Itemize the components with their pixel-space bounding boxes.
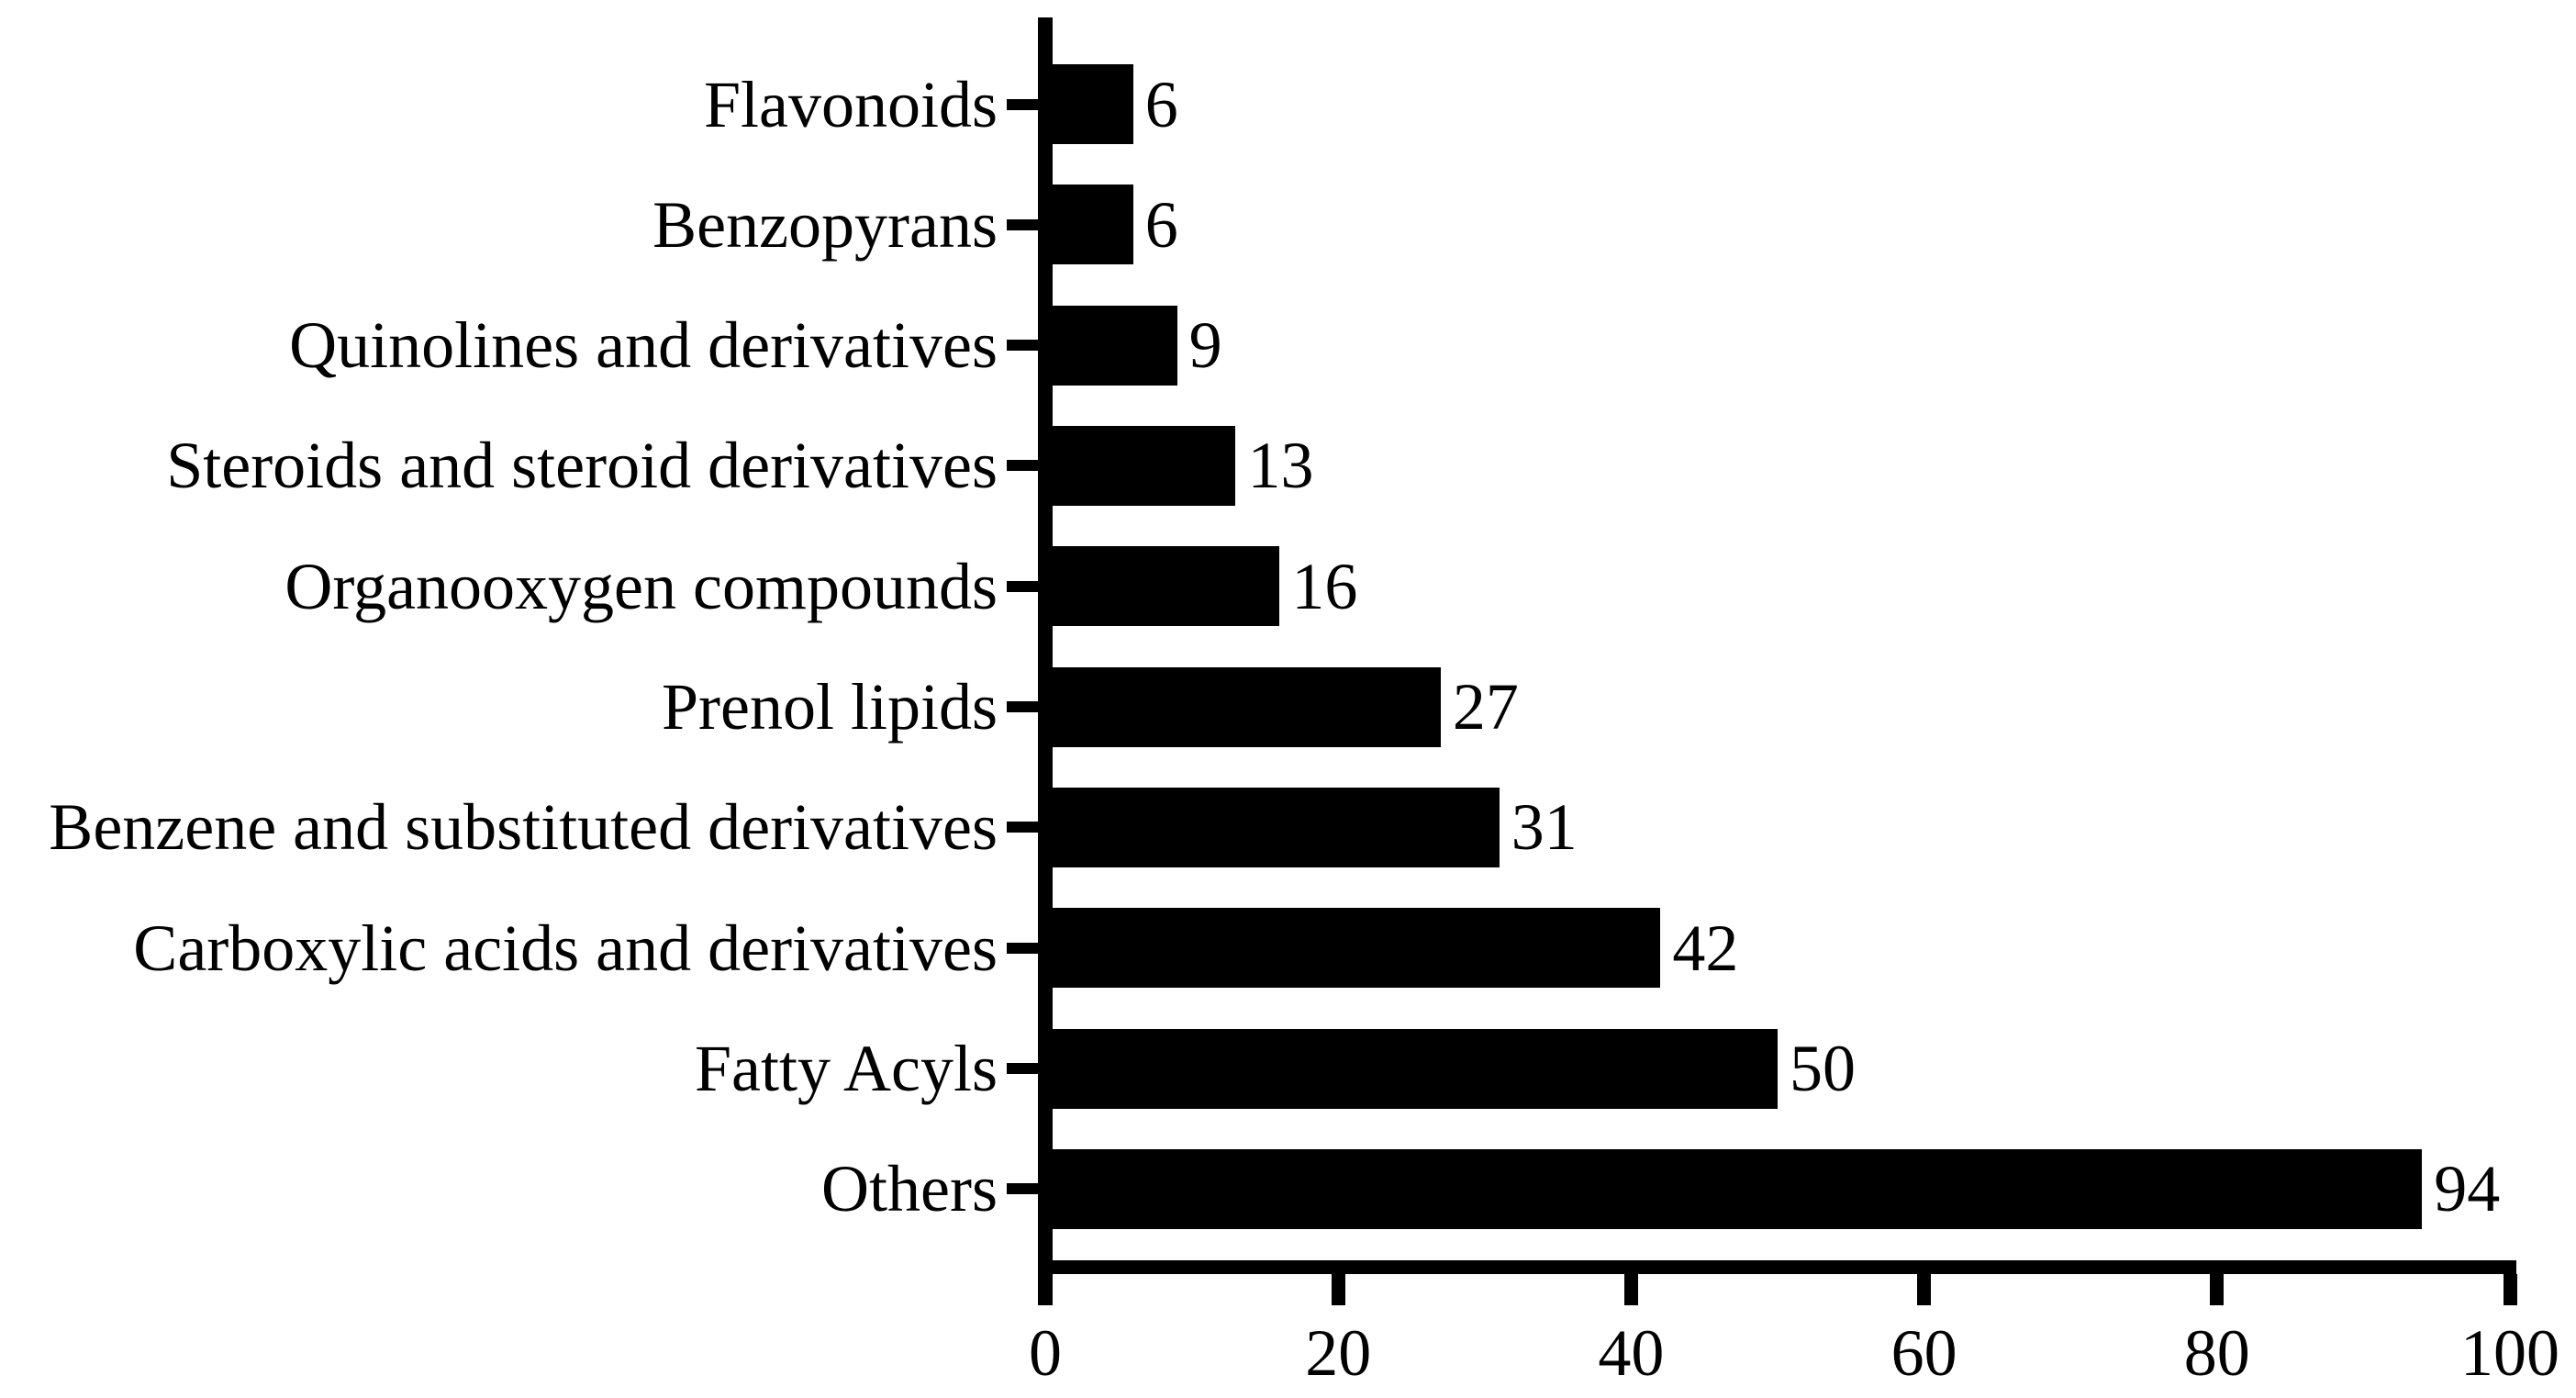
y-axis-tick	[1007, 460, 1038, 472]
category-label-prenol-lipids: Prenol lipids	[661, 670, 998, 744]
x-axis-tick-0	[1038, 1274, 1053, 1305]
bar-organooxygen-compounds	[1045, 546, 1280, 627]
value-label-fatty-acyls: 50	[1790, 1032, 1856, 1106]
category-label-quinolines-and-derivatives: Quinolines and derivatives	[289, 308, 998, 383]
x-axis-tick-label-100: 100	[2460, 1316, 2559, 1390]
y-axis-line	[1038, 17, 1053, 1305]
x-axis-tick-60	[1917, 1274, 1932, 1305]
category-label-others: Others	[821, 1152, 998, 1226]
value-label-prenol-lipids: 27	[1452, 670, 1519, 744]
x-axis-tick-label-80: 80	[2183, 1316, 2250, 1390]
value-label-steroids-and-steroid-derivatives: 13	[1247, 429, 1314, 503]
value-label-benzopyrans: 6	[1144, 187, 1178, 262]
x-axis-tick-100	[2503, 1274, 2517, 1305]
x-axis-tick-40	[1623, 1274, 1638, 1305]
bar-carboxylic-acids-and-derivatives	[1045, 908, 1661, 989]
bar-others	[1045, 1148, 2423, 1229]
value-label-benzene-and-substituted-derivatives: 31	[1511, 790, 1578, 865]
y-axis-tick	[1007, 822, 1038, 833]
bar-benzene-and-substituted-derivatives	[1045, 787, 1500, 867]
value-label-organooxygen-compounds: 16	[1291, 549, 1358, 623]
x-axis-tick-label-60: 60	[1890, 1316, 1957, 1390]
category-label-carboxylic-acids-and-derivatives: Carboxylic acids and derivatives	[133, 911, 998, 985]
y-axis-tick	[1007, 98, 1038, 110]
y-axis-tick	[1007, 580, 1038, 592]
y-axis-tick	[1007, 218, 1038, 230]
value-label-flavonoids: 6	[1144, 67, 1178, 141]
x-axis-tick-80	[2210, 1274, 2225, 1305]
x-axis-tick-20	[1331, 1274, 1345, 1305]
category-label-organooxygen-compounds: Organooxygen compounds	[284, 549, 998, 623]
category-label-flavonoids: Flavonoids	[703, 67, 998, 141]
x-axis-tick-label-20: 20	[1305, 1316, 1372, 1390]
y-axis-tick	[1007, 340, 1038, 352]
y-axis-tick	[1007, 1063, 1038, 1075]
bar-prenol-lipids	[1045, 666, 1441, 747]
value-label-quinolines-and-derivatives: 9	[1188, 308, 1222, 383]
x-axis-tick-label-40: 40	[1598, 1316, 1665, 1390]
y-axis-tick	[1007, 1183, 1038, 1195]
category-label-fatty-acyls: Fatty Acyls	[694, 1032, 998, 1106]
bar-steroids-and-steroid-derivatives	[1045, 425, 1236, 506]
x-axis-line	[1038, 1260, 2516, 1274]
bar-benzopyrans	[1045, 185, 1133, 265]
value-label-carboxylic-acids-and-derivatives: 42	[1672, 911, 1739, 985]
bar-quinolines-and-derivatives	[1045, 305, 1177, 386]
y-axis-tick	[1007, 701, 1038, 713]
category-label-benzopyrans: Benzopyrans	[652, 187, 998, 262]
bar-flavonoids	[1045, 64, 1133, 144]
x-axis-tick-label-0: 0	[1029, 1316, 1062, 1390]
category-label-steroids-and-steroid-derivatives: Steroids and steroid derivatives	[166, 429, 998, 503]
y-axis-tick	[1007, 942, 1038, 954]
category-label-benzene-and-substituted-derivatives: Benzene and substituted derivatives	[49, 790, 998, 865]
bar-fatty-acyls	[1045, 1028, 1778, 1109]
value-label-others: 94	[2434, 1152, 2501, 1226]
